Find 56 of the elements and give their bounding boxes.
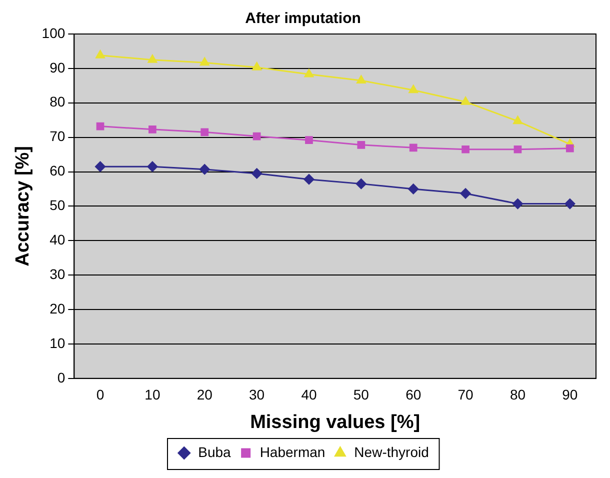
- x-tick-label: 50: [353, 386, 370, 403]
- y-tick-label: 70: [50, 128, 66, 144]
- point: [460, 96, 470, 105]
- y-tick-label: 60: [50, 162, 66, 179]
- point: [409, 144, 418, 152]
- y-tick-label: 90: [50, 59, 66, 76]
- x-tick-label: 90: [562, 386, 578, 403]
- point: [460, 188, 471, 199]
- point: [512, 198, 523, 210]
- point: [566, 144, 574, 152]
- x-tick-label: 20: [196, 386, 213, 403]
- point: [357, 140, 366, 149]
- point: [514, 145, 522, 154]
- y-axis-title: Accuracy [%]: [12, 146, 34, 266]
- point: [356, 75, 366, 84]
- point: [462, 145, 470, 154]
- x-tick-label: 40: [301, 386, 317, 403]
- y-tick-label: 40: [50, 232, 66, 248]
- point: [252, 168, 262, 179]
- point: [148, 125, 156, 134]
- legend-label: New-thyroid: [354, 444, 429, 460]
- y-tick-label: 50: [50, 197, 66, 214]
- x-tick-label: 70: [458, 386, 474, 403]
- point: [252, 62, 262, 70]
- point: [200, 128, 209, 136]
- point: [304, 174, 314, 185]
- point: [95, 161, 106, 172]
- x-tick-label: 10: [144, 386, 160, 403]
- point: [356, 178, 366, 190]
- legend-label: Buba: [198, 444, 232, 460]
- point: [96, 122, 104, 130]
- y-tick-label: 100: [42, 24, 66, 41]
- y-tick-label: 0: [57, 369, 66, 386]
- point: [252, 132, 261, 140]
- chart-title: After imputation: [245, 10, 361, 28]
- y-tick-label: 10: [50, 334, 66, 351]
- x-tick-label: 30: [249, 386, 265, 403]
- point: [408, 84, 418, 94]
- y-tick-label: 30: [50, 266, 66, 282]
- x-tick-label: 60: [406, 386, 422, 403]
- point: [148, 54, 158, 63]
- x-axis-title: Missing values [%]: [250, 412, 420, 433]
- point: [200, 57, 210, 66]
- x-tick-label: 0: [96, 386, 104, 403]
- point: [305, 136, 313, 144]
- point: [408, 184, 419, 194]
- point: [564, 198, 576, 210]
- y-tick-label: 80: [50, 94, 66, 110]
- legend-label: Haberman: [260, 444, 326, 460]
- point: [96, 50, 105, 58]
- point: [147, 161, 158, 172]
- point: [513, 116, 522, 124]
- y-tick-label: 20: [50, 300, 66, 316]
- x-tick-label: 80: [510, 386, 526, 403]
- point: [199, 164, 210, 175]
- point: [304, 69, 314, 78]
